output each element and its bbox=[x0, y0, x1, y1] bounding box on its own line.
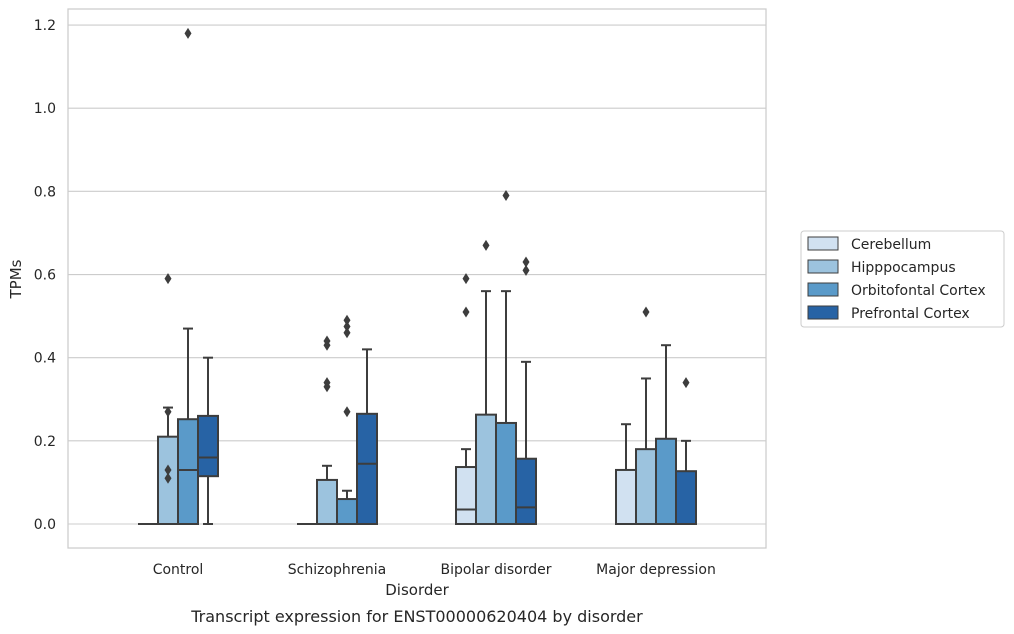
box-iqr bbox=[635, 448, 657, 526]
box-cerebellum bbox=[615, 423, 637, 526]
x-tick-label: Bipolar disorder bbox=[440, 562, 551, 578]
x-tick-label: Control bbox=[153, 562, 204, 578]
box-hipppocampus bbox=[635, 306, 657, 526]
box-iqr bbox=[655, 437, 677, 525]
box-prefrontal-cortex bbox=[675, 377, 697, 525]
legend: Cerebellum Hipppocampus Orbitofontal Corte… bbox=[800, 230, 1005, 328]
outlier-point bbox=[164, 464, 172, 476]
legend-swatch bbox=[807, 259, 839, 274]
outlier-point bbox=[343, 327, 351, 339]
box-iqr bbox=[615, 468, 637, 526]
box-hipppocampus bbox=[316, 335, 338, 525]
y-tick-label: 1.2 bbox=[34, 18, 56, 34]
box-iqr bbox=[515, 457, 537, 525]
boxes-layer bbox=[138, 27, 697, 526]
outlier-point bbox=[343, 314, 351, 326]
legend-frame bbox=[800, 230, 1005, 328]
x-axis-label: Disorder bbox=[385, 581, 449, 599]
outlier-point bbox=[343, 406, 351, 418]
box-prefrontal-cortex bbox=[197, 356, 219, 525]
outlier-point bbox=[164, 273, 172, 285]
outlier-point bbox=[462, 306, 470, 318]
box-iqr bbox=[475, 413, 497, 525]
outlier-point bbox=[642, 306, 650, 318]
box-iqr bbox=[316, 478, 338, 525]
y-axis-label: TPMs bbox=[7, 259, 25, 299]
outlier-point bbox=[502, 190, 510, 202]
y-tick-label: 1.0 bbox=[34, 101, 56, 117]
box-iqr bbox=[197, 414, 219, 478]
box-orbitofontal-cortex bbox=[177, 27, 199, 526]
outlier-point bbox=[482, 239, 490, 251]
outlier-point bbox=[323, 335, 331, 347]
y-tick-label: 0.4 bbox=[34, 351, 56, 367]
box-iqr bbox=[356, 412, 378, 525]
x-tick-labels: Control Schizophrenia Bipolar disorder Majo… bbox=[153, 562, 716, 578]
legend-label: Prefrontal Cortex bbox=[851, 306, 970, 322]
y-tick-label: 0.2 bbox=[34, 434, 56, 450]
legend-swatch bbox=[807, 282, 839, 297]
chart-caption: Transcript expression for ENST0000062040… bbox=[190, 607, 643, 626]
box-prefrontal-cortex bbox=[356, 348, 378, 525]
box-orbitofontal-cortex bbox=[495, 190, 517, 525]
x-tick-label: Major depression bbox=[596, 562, 716, 578]
y-tick-label: 0.6 bbox=[34, 268, 56, 284]
box-iqr bbox=[336, 498, 358, 526]
box-hipppocampus bbox=[157, 273, 179, 526]
outlier-point bbox=[522, 264, 530, 276]
legend-label: Cerebellum bbox=[851, 237, 931, 253]
box-iqr bbox=[675, 470, 697, 525]
box-orbitofontal-cortex bbox=[655, 344, 677, 525]
plot-frame bbox=[67, 8, 767, 549]
outlier-point bbox=[164, 472, 172, 484]
x-tick-label: Schizophrenia bbox=[288, 562, 386, 578]
y-tick-label: 0.8 bbox=[34, 184, 56, 200]
outlier-point bbox=[323, 377, 331, 389]
box-iqr bbox=[177, 418, 199, 526]
y-tick-labels: 0.0 0.2 0.4 0.6 0.8 1.0 1.2 bbox=[34, 18, 56, 533]
box-iqr bbox=[495, 421, 517, 525]
outlier-point bbox=[682, 377, 690, 389]
box-orbitofontal-cortex bbox=[336, 314, 358, 526]
legend-label: Orbitofontal Cortex bbox=[851, 283, 986, 299]
box-cerebellum bbox=[455, 273, 477, 525]
outlier-point bbox=[164, 406, 172, 418]
legend-swatch bbox=[807, 236, 839, 251]
legend-swatch bbox=[807, 305, 839, 320]
legend-label: Hipppocampus bbox=[851, 260, 956, 276]
box-prefrontal-cortex bbox=[515, 256, 537, 525]
outlier-point bbox=[343, 320, 351, 332]
outlier-point bbox=[184, 27, 192, 39]
outlier-point bbox=[522, 256, 530, 268]
box-iqr bbox=[455, 466, 477, 525]
y-tick-label: 0.0 bbox=[34, 517, 56, 533]
outlier-point bbox=[462, 273, 470, 285]
box-hipppocampus bbox=[475, 239, 497, 525]
